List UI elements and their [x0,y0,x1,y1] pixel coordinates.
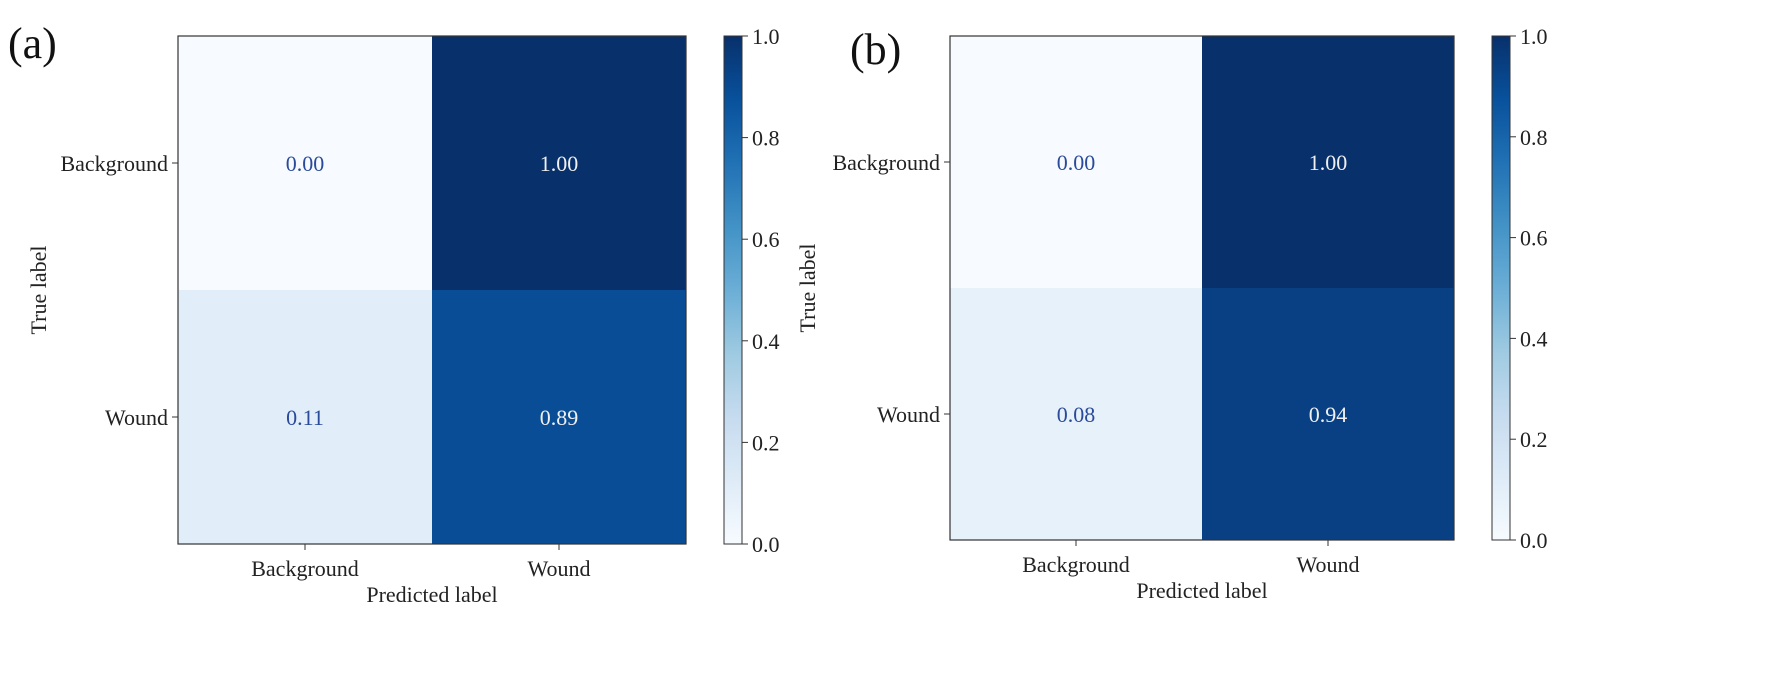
panel-a-cell-value-1-1: 0.89 [540,405,579,430]
panel-a-cell-value-1-0: 0.11 [286,405,324,430]
panel-a-colorbar-tick-label-3: 0.6 [752,227,780,252]
panel-a-colorbar-gradient [723,35,743,545]
panel-a-x-tick-label-1: Wound [527,556,590,581]
panel-b-plot-frame [949,35,1455,541]
panel-b-cell-value-1-1: 0.94 [1309,402,1348,427]
panel-a-cell-0-0 [178,36,432,290]
panel-a-cell-value-0-1: 1.00 [540,151,579,176]
panel-b-label: (b) [850,25,901,74]
panel-a-y-tick-label-1: Wound [105,405,168,430]
panel-b-colorbar-gradient [1491,35,1511,541]
panel-a-cell-value-0-0: 0.00 [286,151,325,176]
panel-b-y-tick-label-1: Wound [877,402,940,427]
panel-a-label: (a) [8,19,57,68]
panel-a-colorbar: 0.0 0.2 0.4 0.6 0.8 1.0 [723,24,780,557]
panel-b: (b) 0.00 1.00 0.08 0.94 Background Wound Back… [795,24,1548,603]
panel-b-cell-value-0-0: 0.00 [1057,150,1096,175]
panel-a-plot-frame [177,35,687,545]
panel-b-x-tick-label-1: Wound [1296,552,1359,577]
panel-b-colorbar-tick-label-3: 0.6 [1520,226,1548,251]
panel-b-colorbar: 0.0 0.2 0.4 0.6 0.8 1.0 [1491,24,1548,553]
panel-a-colorbar-tick-label-4: 0.8 [752,126,780,151]
panel-b-cell-0-0 [950,36,1202,288]
panel-b-cell-value-0-1: 1.00 [1309,150,1348,175]
panel-b-colorbar-tick-label-0: 0.0 [1520,528,1548,553]
panel-b-x-tick-label-0: Background [1022,552,1130,577]
panel-b-colorbar-tick-label-4: 0.8 [1520,125,1548,150]
panel-b-cell-1-1 [1202,288,1454,540]
panel-a-colorbar-tick-label-1: 0.2 [752,430,780,455]
panel-b-y-tick-label-0: Background [832,150,940,175]
panel-b-colorbar-tick-label-1: 0.2 [1520,427,1548,452]
panel-b-y-axis-title: True label [795,243,820,332]
panel-a-colorbar-tick-label-0: 0.0 [752,532,780,557]
panel-b-x-axis-title: Predicted label [1136,578,1267,603]
panel-a-x-axis-title: Predicted label [366,582,497,607]
panel-a-x-tick-label-0: Background [251,556,359,581]
panel-b-colorbar-tick-label-5: 1.0 [1520,24,1548,49]
panel-a-colorbar-tick-label-5: 1.0 [752,24,780,49]
panel-a-cell-1-0 [178,290,432,544]
panel-a-colorbar-tick-label-2: 0.4 [752,329,780,354]
panel-a-cell-0-1 [432,36,686,290]
panel-a-y-axis-title: True label [26,245,51,334]
panel-a-y-tick-label-0: Background [60,151,168,176]
panel-a: (a) 0.00 1.00 0.11 0.89 Background Wound Back… [8,19,780,607]
panel-b-cell-value-1-0: 0.08 [1057,402,1096,427]
panel-b-cell-0-1 [1202,36,1454,288]
panel-a-cell-1-1 [432,290,686,544]
panel-b-colorbar-tick-label-2: 0.4 [1520,326,1548,351]
panel-b-cell-1-0 [950,288,1202,540]
